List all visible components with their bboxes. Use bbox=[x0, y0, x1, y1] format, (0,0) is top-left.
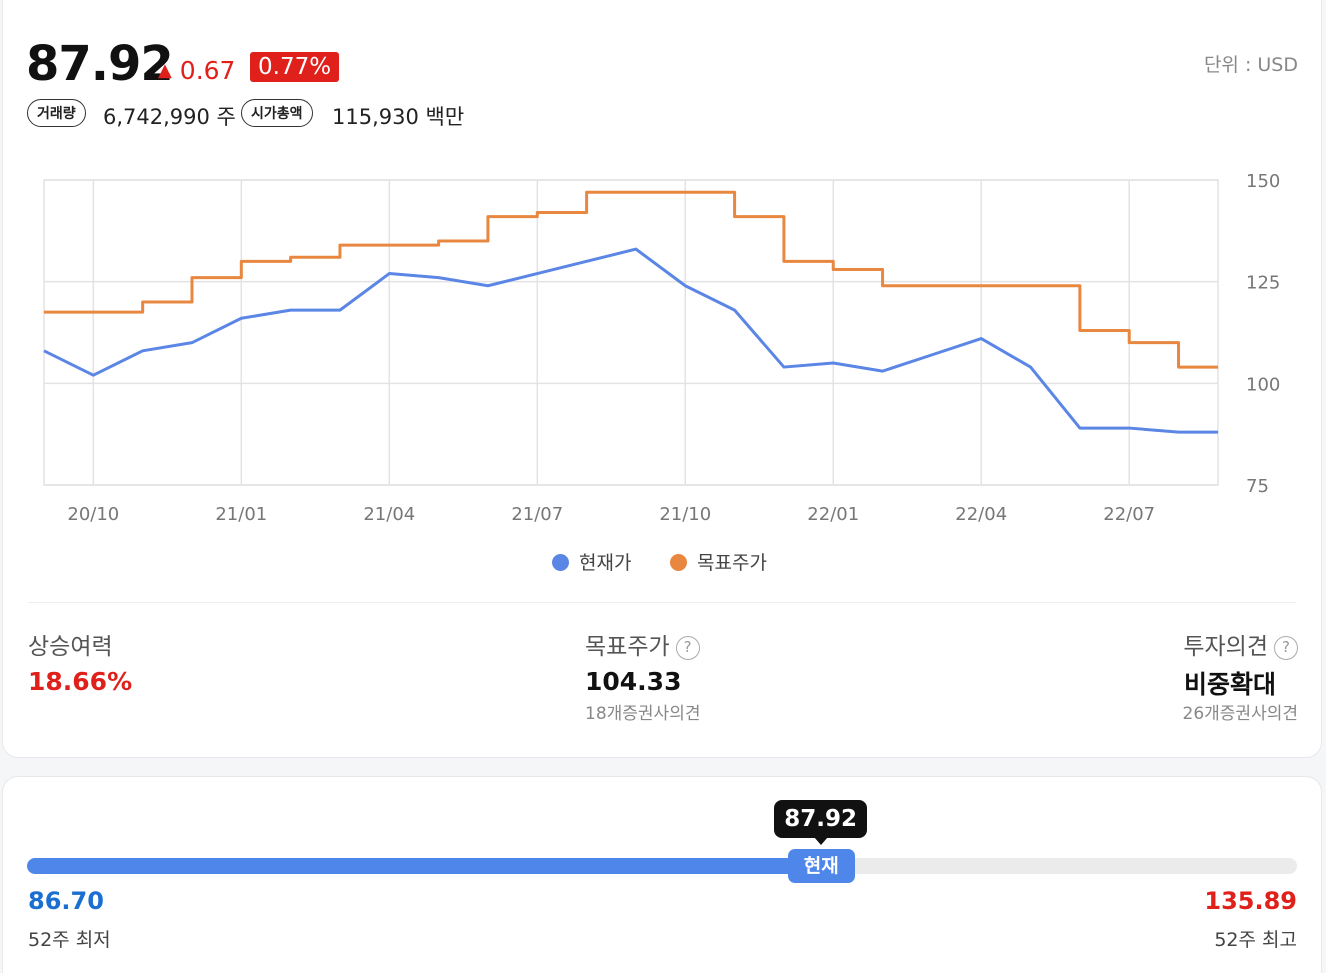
x-tick-label: 22/04 bbox=[955, 504, 1007, 525]
legend-current-dot-icon bbox=[552, 554, 569, 571]
price-target-chart[interactable]: 150 125 100 75 20/10 21/01 21/04 21/07 21/10 22/0… bbox=[0, 160, 1326, 540]
volume-label: 거래량 bbox=[27, 99, 86, 127]
target-price-source: 18개증권사의견 bbox=[585, 704, 701, 724]
y-tick-label: 75 bbox=[1246, 476, 1269, 497]
section-divider bbox=[28, 602, 1296, 603]
range-bar-fill bbox=[27, 858, 821, 874]
high-52w-label: 52주 최고 bbox=[1214, 929, 1297, 951]
current-price-tooltip: 87.92 bbox=[774, 800, 868, 845]
help-icon[interactable]: ? bbox=[1274, 635, 1298, 660]
legend-target-label: 목표주가 bbox=[697, 552, 767, 574]
legend-current[interactable]: 현재가 bbox=[552, 548, 631, 575]
target-price-label-text: 목표주가 bbox=[585, 634, 670, 660]
x-tick-label: 22/01 bbox=[807, 504, 859, 525]
series-target-line bbox=[44, 190, 1218, 369]
y-tick-label: 100 bbox=[1246, 374, 1280, 395]
opinion-label-text: 투자의견 bbox=[1183, 634, 1268, 660]
currency-unit: 단위 : USD bbox=[1203, 54, 1298, 76]
range-card bbox=[2, 776, 1322, 973]
high-52w-value: 135.89 bbox=[1204, 887, 1297, 915]
current-price: 87.92 bbox=[26, 36, 174, 92]
range-bar-track bbox=[27, 858, 1297, 874]
target-price-value: 104.33 bbox=[585, 667, 682, 696]
up-arrow-icon: ▲ bbox=[158, 60, 172, 81]
target-price-label: 목표주가? bbox=[585, 627, 700, 661]
chart-series bbox=[43, 190, 1218, 434]
x-tick-label: 21/04 bbox=[363, 504, 415, 525]
price-change: ▲ 0.67 bbox=[158, 56, 235, 85]
opinion-source: 26개증권사의견 bbox=[1182, 704, 1298, 724]
legend-target[interactable]: 목표주가 bbox=[670, 548, 767, 575]
current-position-marker: 현재 bbox=[787, 849, 855, 883]
x-tick-label: 20/10 bbox=[67, 504, 119, 525]
y-tick-label: 150 bbox=[1246, 171, 1280, 192]
price-change-percent-badge: 0.77% bbox=[250, 52, 340, 82]
x-tick-label: 21/07 bbox=[511, 504, 563, 525]
upside-label: 상승여력 bbox=[28, 634, 113, 660]
price-change-value: 0.67 bbox=[179, 56, 236, 85]
x-tick-label: 21/01 bbox=[215, 504, 267, 525]
chart-ticks: 150 125 100 75 20/10 21/01 21/04 21/07 21/10 22/0… bbox=[67, 171, 1280, 525]
chart-grid bbox=[43, 179, 1219, 486]
y-tick-label: 125 bbox=[1246, 273, 1280, 294]
help-icon[interactable]: ? bbox=[675, 635, 700, 660]
opinion-value: 비중확대 bbox=[1183, 670, 1276, 699]
x-tick-label: 22/07 bbox=[1103, 504, 1155, 525]
price-card bbox=[2, 0, 1322, 758]
plot-frame bbox=[43, 179, 1219, 486]
x-tick-label: 21/10 bbox=[659, 504, 711, 525]
market-cap-label: 시가총액 bbox=[241, 99, 313, 127]
low-52w-label: 52주 최저 bbox=[28, 929, 111, 951]
opinion-label: 투자의견? bbox=[1183, 627, 1298, 661]
series-current-line bbox=[43, 247, 1218, 434]
volume-value: 6,742,990 주 bbox=[103, 105, 236, 129]
low-52w-value: 86.70 bbox=[28, 887, 104, 915]
legend-current-label: 현재가 bbox=[579, 552, 632, 574]
market-cap-value: 115,930 백만 bbox=[332, 105, 465, 129]
upside-value: 18.66% bbox=[28, 667, 133, 696]
legend-target-dot-icon bbox=[670, 554, 687, 571]
